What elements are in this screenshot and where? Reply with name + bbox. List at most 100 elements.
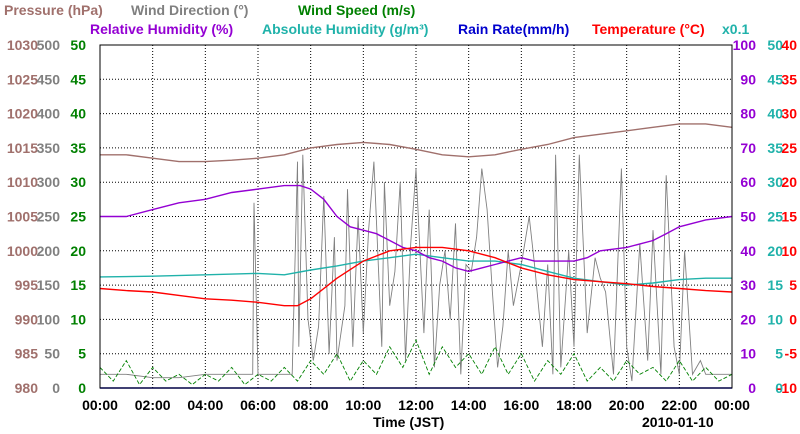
y-tick-absolute-humidity: 30 — [767, 174, 783, 190]
legend-absolute-humidity: Absolute Humidity (g/m³) — [262, 21, 428, 37]
y-tick-wind-direction: 200 — [37, 243, 61, 259]
y-tick-pressure: 1015 — [7, 140, 38, 156]
y-tick-absolute-humidity: 5 — [775, 346, 783, 362]
series-wind-direction — [100, 154, 732, 382]
y-tick-temperature: 0 — [789, 311, 797, 327]
y-tick-wind-speed: 25 — [70, 209, 86, 225]
y-tick-temperature: 5 — [789, 277, 797, 293]
y-tick-pressure: 1005 — [7, 209, 38, 225]
y-tick-wind-speed: 5 — [78, 346, 86, 362]
y-tick-absolute-humidity: 20 — [767, 243, 783, 259]
y-tick-absolute-humidity: 15 — [767, 277, 783, 293]
legend-wind-speed: Wind Speed (m/s) — [298, 2, 415, 18]
x-tick-label: 00:00 — [82, 397, 118, 413]
y-tick-temperature: 15 — [781, 209, 797, 225]
y-axis-ticks: 9809859909951000100510101015102010251030… — [7, 37, 797, 396]
series-absolute-humidity — [99, 253, 732, 286]
x-tick-label: 16:00 — [503, 397, 539, 413]
x-tick-label: 10:00 — [345, 397, 381, 413]
y-tick-absolute-humidity: 25 — [767, 209, 783, 225]
y-tick-wind-speed: 20 — [70, 243, 86, 259]
x-tick-label: 02:00 — [135, 397, 171, 413]
legend-temperature: Temperature (°C) — [592, 21, 705, 37]
x-tick-label: 12:00 — [398, 397, 434, 413]
y-tick-temperature: 35 — [781, 71, 797, 87]
legend-relative-humidity: Relative Humidity (%) — [90, 21, 233, 37]
y-tick-wind-speed: 10 — [70, 311, 86, 327]
x-tick-label: 08:00 — [293, 397, 329, 413]
y-tick-relative-humidity: 50 — [740, 209, 756, 225]
y-tick-temperature: -5 — [785, 346, 798, 362]
y-tick-pressure: 1010 — [7, 174, 38, 190]
x-tick-label: 20:00 — [609, 397, 645, 413]
legend-pressure: Pressure (hPa) — [4, 2, 103, 18]
y-tick-relative-humidity: 60 — [740, 174, 756, 190]
x-axis-ticks: 00:00 02:00 04:00 06:00 08:00 10:00 12:00 14:00… — [82, 397, 750, 413]
y-tick-wind-direction: 350 — [37, 140, 61, 156]
y-tick-pressure: 990 — [15, 311, 39, 327]
y-tick-relative-humidity: 80 — [740, 106, 756, 122]
y-tick-pressure: 995 — [15, 277, 39, 293]
y-tick-relative-humidity: 90 — [740, 71, 756, 87]
y-tick-absolute-humidity: 50 — [767, 37, 783, 53]
y-tick-absolute-humidity: 45 — [767, 71, 783, 87]
plot-frame — [99, 44, 733, 389]
y-tick-absolute-humidity: 10 — [767, 311, 783, 327]
x-tick-label: 06:00 — [240, 397, 276, 413]
series-wind-speed — [99, 338, 733, 386]
y-tick-wind-direction: 100 — [37, 311, 61, 327]
y-tick-temperature: 20 — [781, 174, 797, 190]
y-tick-relative-humidity: 70 — [740, 140, 756, 156]
chart-series — [99, 123, 733, 389]
y-tick-wind-direction: 400 — [37, 106, 61, 122]
series-pressure — [100, 123, 733, 163]
date-label: 2010-01-10 — [642, 414, 714, 430]
y-tick-temperature: -10 — [777, 380, 797, 396]
chart-grid — [100, 45, 732, 388]
y-tick-wind-direction: 0 — [52, 380, 60, 396]
y-tick-wind-speed: 15 — [70, 277, 86, 293]
y-tick-temperature: 10 — [781, 243, 797, 259]
series-temperature — [99, 246, 733, 307]
x-tick-label: 22:00 — [661, 397, 697, 413]
y-tick-wind-direction: 300 — [37, 174, 61, 190]
y-tick-absolute-humidity: 40 — [767, 106, 783, 122]
legend-rain-rate: Rain Rate(mm/h) — [458, 21, 569, 37]
y-tick-absolute-humidity: 0 — [775, 380, 783, 396]
x-tick-label: 00:00 — [714, 397, 750, 413]
y-tick-relative-humidity: 10 — [740, 346, 756, 362]
y-tick-wind-speed: 35 — [70, 140, 86, 156]
legend-wind-direction: Wind Direction (°) — [131, 2, 248, 18]
y-tick-wind-direction: 150 — [37, 277, 61, 293]
legend-absolute-humidity-scale: x0.1 — [722, 21, 749, 37]
y-tick-wind-direction: 450 — [37, 71, 61, 87]
y-tick-pressure: 1000 — [7, 243, 38, 259]
y-tick-wind-direction: 250 — [37, 209, 61, 225]
x-tick-label: 18:00 — [556, 397, 592, 413]
y-tick-temperature: 25 — [781, 140, 797, 156]
x-axis-label: Time (JST) — [373, 414, 444, 430]
y-tick-wind-speed: 0 — [78, 380, 86, 396]
y-tick-relative-humidity: 30 — [740, 277, 756, 293]
y-tick-absolute-humidity: 35 — [767, 140, 783, 156]
y-tick-wind-speed: 50 — [70, 37, 86, 53]
y-tick-wind-direction: 500 — [37, 37, 61, 53]
y-tick-wind-speed: 40 — [70, 106, 86, 122]
y-tick-pressure: 1030 — [7, 37, 38, 53]
y-tick-pressure: 980 — [15, 380, 39, 396]
y-tick-relative-humidity: 40 — [740, 243, 756, 259]
y-tick-relative-humidity: 0 — [748, 380, 756, 396]
y-tick-temperature: 40 — [781, 37, 797, 53]
chart-legend: Pressure (hPa) Wind Direction (°) Wind S… — [4, 2, 749, 37]
y-tick-pressure: 1020 — [7, 106, 38, 122]
x-tick-label: 14:00 — [451, 397, 487, 413]
y-tick-relative-humidity: 100 — [733, 37, 757, 53]
x-tick-label: 04:00 — [187, 397, 223, 413]
y-tick-wind-speed: 30 — [70, 174, 86, 190]
y-tick-wind-speed: 45 — [70, 71, 86, 87]
series-relative-humidity — [100, 184, 733, 273]
y-tick-relative-humidity: 20 — [740, 311, 756, 327]
y-tick-temperature: 30 — [781, 106, 797, 122]
y-tick-wind-direction: 50 — [44, 346, 60, 362]
y-tick-pressure: 1025 — [7, 71, 38, 87]
